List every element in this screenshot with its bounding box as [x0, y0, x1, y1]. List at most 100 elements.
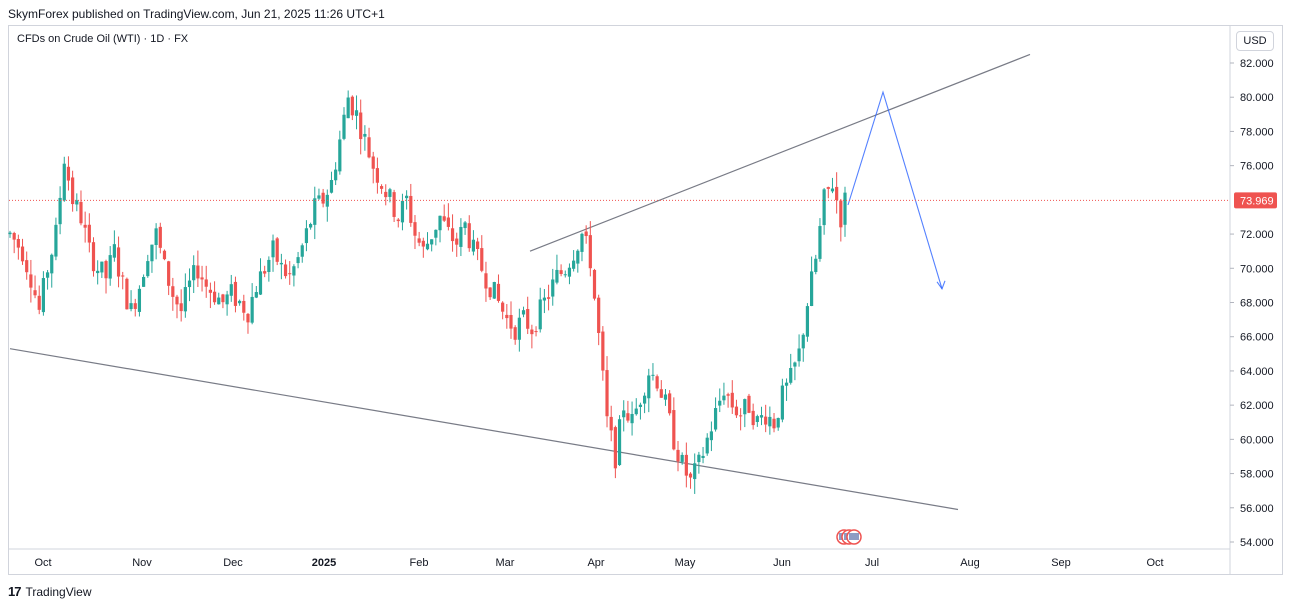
- candle-down: [392, 192, 396, 217]
- candle-up: [830, 188, 835, 192]
- candle-down: [121, 275, 125, 277]
- time-tick-label: Feb: [410, 557, 429, 569]
- candle-down: [79, 201, 83, 224]
- candle-down: [655, 376, 659, 389]
- candle-up: [96, 270, 100, 274]
- currency-button[interactable]: USD: [1236, 31, 1274, 51]
- candle-up: [304, 228, 309, 244]
- candle-down: [513, 327, 517, 340]
- candle-down: [66, 166, 71, 181]
- projection-line: [847, 90, 943, 289]
- candle-up: [229, 284, 233, 296]
- candle-down: [196, 265, 200, 279]
- time-tick-label: Oct: [1146, 557, 1163, 569]
- candle-down: [116, 247, 121, 277]
- candle-down: [659, 389, 663, 398]
- candle-up: [271, 240, 275, 258]
- candle-down: [488, 287, 492, 298]
- candle-up: [154, 228, 158, 246]
- candle-up: [238, 300, 242, 304]
- symbol-title[interactable]: CFDs on Crude Oil (WTI) · 1D · FX: [17, 33, 189, 45]
- candle-up: [630, 413, 634, 424]
- candle-down: [367, 137, 371, 158]
- candle-down: [208, 289, 212, 293]
- time-tick-label: Dec: [223, 557, 243, 569]
- candle-down: [501, 302, 505, 312]
- candle-up: [814, 258, 818, 272]
- candle-up: [701, 455, 705, 458]
- candle-up: [146, 261, 150, 277]
- candle-up: [634, 408, 638, 415]
- candle-up: [342, 114, 346, 139]
- candle-down: [175, 296, 179, 305]
- candle-down: [668, 393, 672, 414]
- candle-up: [187, 280, 192, 288]
- price-tick-label: 80.000: [1240, 92, 1274, 104]
- candle-down: [605, 370, 609, 417]
- candle-down: [162, 250, 167, 260]
- candle-down: [375, 168, 379, 183]
- candle-up: [438, 215, 442, 231]
- candle-down: [12, 233, 16, 240]
- candle-up: [784, 382, 789, 386]
- time-tick-label: Aug: [960, 557, 980, 569]
- candle-up: [425, 243, 430, 250]
- candle-up: [709, 431, 713, 441]
- time-tick-label: Sep: [1051, 557, 1071, 569]
- candle-up: [759, 415, 764, 418]
- candle-up: [108, 255, 112, 279]
- candle-down: [359, 112, 363, 140]
- candle-up: [797, 348, 801, 362]
- candle-up: [471, 239, 476, 252]
- candle-up: [638, 404, 643, 407]
- footer-branding: 17 TradingView: [8, 584, 92, 599]
- candle-down: [684, 454, 688, 476]
- candle-down: [839, 200, 843, 228]
- candle-down: [29, 274, 33, 288]
- candle-down: [20, 246, 25, 262]
- candle-down: [242, 300, 246, 313]
- candle-up: [517, 317, 521, 340]
- price-tick-label: 54.000: [1240, 537, 1274, 549]
- candle-up: [100, 261, 104, 273]
- price-tick-label: 66.000: [1240, 332, 1274, 344]
- candle-down: [584, 231, 588, 237]
- candle-down: [546, 297, 551, 299]
- candle-down: [421, 240, 425, 247]
- candle-down: [688, 473, 693, 478]
- price-tick-label: 76.000: [1240, 161, 1274, 173]
- candle-up: [279, 262, 283, 265]
- candle-up: [192, 265, 196, 281]
- candle-down: [739, 415, 743, 417]
- projection-arrow: [847, 90, 946, 290]
- candle-up: [818, 226, 822, 259]
- candle-up: [693, 463, 697, 480]
- candle-down: [484, 273, 488, 289]
- candle-up: [776, 417, 780, 428]
- candle-down: [672, 410, 676, 450]
- candle-down: [772, 418, 776, 429]
- candle-down: [125, 278, 129, 310]
- candle-up: [41, 278, 45, 313]
- candle-up: [521, 310, 526, 315]
- candle-up: [296, 257, 300, 264]
- candle-up: [789, 368, 793, 383]
- candle-up: [58, 197, 62, 225]
- candle-up: [8, 232, 12, 235]
- candle-up: [463, 222, 467, 229]
- candle-up: [459, 226, 463, 247]
- candle-down: [167, 261, 171, 286]
- candle-down: [467, 223, 471, 249]
- candle-down: [409, 195, 413, 223]
- candle-up: [50, 254, 54, 274]
- candle-up: [430, 239, 434, 245]
- candle-down: [442, 216, 446, 221]
- candle-down: [764, 416, 768, 425]
- candle-up: [313, 198, 317, 225]
- candle-down: [87, 224, 91, 243]
- candle-down: [233, 281, 238, 306]
- candle-up: [309, 224, 313, 228]
- candle-down: [446, 217, 450, 227]
- candle-down: [588, 235, 592, 269]
